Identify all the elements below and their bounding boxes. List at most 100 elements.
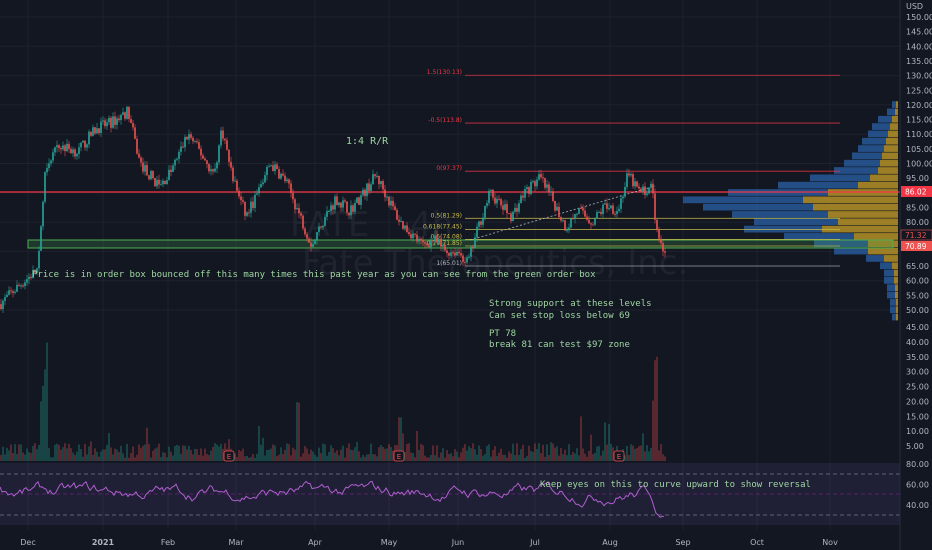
price-tick-label: 55.00 [906, 291, 929, 300]
volume-bar [638, 446, 640, 461]
candle-body [318, 226, 320, 232]
volume-profile-bar-down [894, 277, 898, 284]
volume-profile-bar-up [784, 233, 854, 240]
earnings-marker[interactable]: E [223, 450, 235, 462]
volume-bar [108, 433, 110, 461]
candle-body [628, 173, 630, 176]
volume-bar [454, 449, 456, 461]
candle-body [230, 161, 232, 168]
volume-bar [30, 453, 32, 461]
volume-bar [560, 447, 562, 461]
candle-body [48, 163, 50, 169]
candle-body [436, 235, 438, 243]
candle-body [304, 228, 306, 235]
volume-bar [268, 449, 270, 461]
volume-bar [604, 422, 606, 461]
volume-bar [146, 427, 148, 461]
volume-bar [632, 445, 634, 461]
volume-bar [588, 450, 590, 461]
volume-bar [102, 449, 104, 461]
candle-body [328, 211, 330, 213]
volume-bar [358, 451, 360, 461]
rsi-tick-label: 60.00 [906, 481, 929, 490]
candle-body [310, 242, 312, 247]
volume-bar [328, 451, 330, 461]
volume-profile-bar-up [872, 123, 890, 130]
volume-bar [510, 453, 512, 461]
volume-bar [214, 443, 216, 461]
price-axis[interactable] [900, 0, 932, 550]
volume-bar [364, 456, 366, 461]
candle-body [262, 182, 264, 185]
volume-bar [220, 443, 222, 461]
candle-body [514, 207, 516, 212]
volume-bar [256, 453, 258, 461]
volume-bar [372, 454, 374, 461]
candle-body [658, 229, 660, 239]
candle-body [542, 177, 544, 179]
volume-bar [590, 434, 592, 461]
candle-body [552, 191, 554, 201]
candle-body [110, 117, 112, 128]
volume-bar [166, 457, 168, 461]
volume-bar [116, 449, 118, 461]
candle-body [624, 186, 626, 197]
candle-body [250, 201, 252, 213]
candle-body [198, 142, 200, 149]
volume-bar [248, 457, 250, 461]
candle-body [226, 140, 228, 150]
candle-body [90, 131, 92, 136]
candle-body [538, 174, 540, 180]
green-order-box [27, 239, 894, 249]
volume-bar [598, 445, 600, 461]
watermark-ticker: FATE [290, 205, 369, 245]
volume-bar [456, 451, 458, 461]
candle-body [100, 121, 102, 134]
candle-body [88, 131, 90, 145]
volume-profile-bar-up [887, 291, 895, 299]
candle-body [616, 211, 618, 215]
volume-bar [430, 454, 432, 461]
candle-body [124, 112, 126, 119]
earnings-marker[interactable]: E [613, 450, 625, 462]
volume-profile-bar-up [892, 313, 896, 321]
candle-body [548, 184, 550, 192]
volume-bar [628, 455, 630, 461]
volume-bar [178, 445, 180, 461]
rsi-tick-label: 80.00 [906, 460, 929, 469]
x-tick-label: Mar [228, 538, 244, 547]
volume-bar [578, 455, 580, 461]
candle-body [426, 243, 428, 246]
volume-bar [542, 444, 544, 461]
candle-body [334, 196, 336, 210]
volume-bar [476, 454, 478, 461]
volume-bar [418, 450, 420, 461]
volume-bar [54, 444, 56, 461]
candle-body [274, 164, 276, 172]
candle-body [348, 212, 350, 216]
price-tick-label: 85.00 [906, 203, 929, 212]
candle-body [520, 195, 522, 204]
candle-body [276, 164, 278, 170]
volume-bar [642, 433, 644, 461]
volume-bar [18, 444, 20, 461]
volume-profile-bar-up [866, 255, 884, 262]
volume-profile-bar-down [896, 101, 898, 108]
candle-body [498, 198, 500, 200]
candle-body [390, 200, 392, 206]
candle-body [416, 234, 418, 242]
support-annotation: Strong support at these levels [489, 299, 652, 309]
candle-body [578, 208, 580, 214]
candle-body [180, 146, 182, 152]
volume-bar [260, 444, 262, 461]
candle-body [302, 215, 304, 229]
candle-body [620, 198, 622, 209]
candle-body [82, 140, 84, 143]
volume-bar [168, 446, 170, 461]
volume-bar [212, 447, 214, 461]
volume-bar [650, 447, 652, 461]
volume-bar [172, 455, 174, 461]
earnings-marker[interactable]: E [393, 450, 405, 462]
price-tick-label: 60.00 [906, 277, 929, 286]
